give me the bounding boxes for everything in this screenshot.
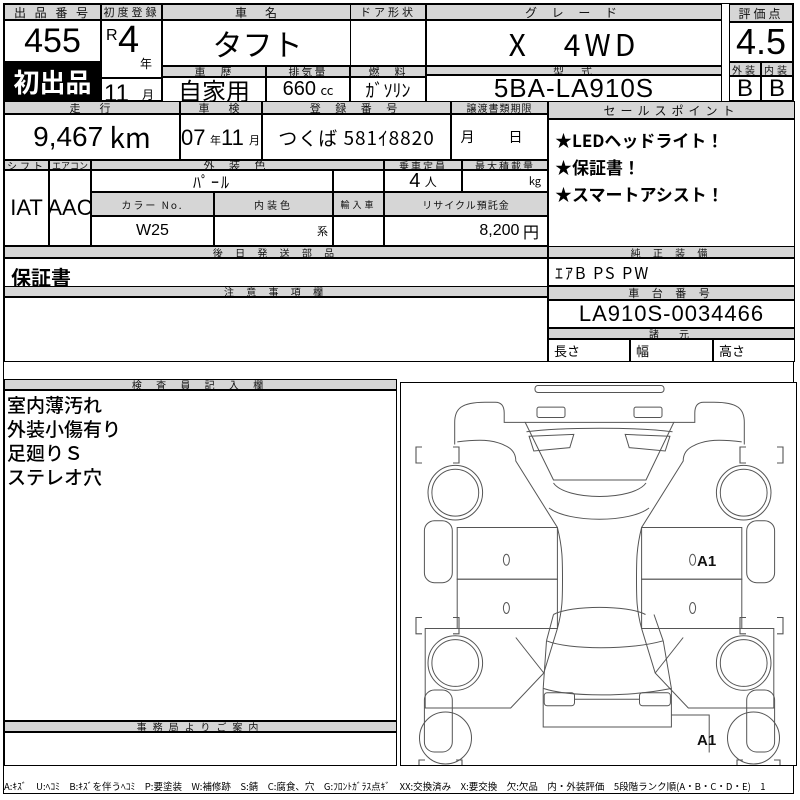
- svg-text:A1: A1: [697, 732, 716, 749]
- svg-text:A1: A1: [697, 553, 716, 570]
